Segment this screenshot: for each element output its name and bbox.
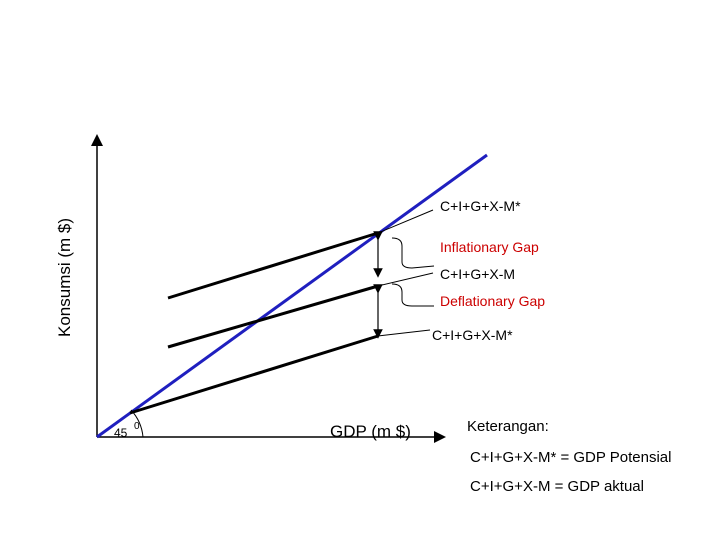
line-actual-thin xyxy=(377,272,434,287)
45-degree-line xyxy=(96,153,488,439)
line-potential-lower xyxy=(129,334,379,415)
deflationary-gap-brace xyxy=(391,283,434,307)
label-actual: C+I+G+X-M xyxy=(440,266,515,282)
label-potential-lower: C+I+G+X-M* xyxy=(432,327,513,343)
label-deflationary-gap: Deflationary Gap xyxy=(440,293,545,309)
legend-line-actual: C+I+G+X-M = GDP aktual xyxy=(470,478,644,495)
angle-arc xyxy=(130,409,144,438)
line-potential-lower-thin xyxy=(377,329,431,337)
line-potential-upper xyxy=(167,231,379,300)
x-axis-label: GDP (m $) xyxy=(330,422,411,441)
label-inflationary-gap: Inflationary Gap xyxy=(440,239,539,255)
y-axis-label: Konsumsi (m $) xyxy=(55,218,74,337)
legend-title: Keterangan: xyxy=(467,418,549,435)
label-potential-upper: C+I+G+X-M* xyxy=(440,198,521,214)
legend-line-potential: C+I+G+X-M* = GDP Potensial xyxy=(470,449,671,466)
angle-label: 45 xyxy=(114,426,128,440)
angle-degree-mark: 0 xyxy=(134,421,140,432)
line-actual xyxy=(167,284,379,349)
line-potential-upper-thin xyxy=(377,209,434,234)
inflationary-gap-brace xyxy=(391,237,435,269)
